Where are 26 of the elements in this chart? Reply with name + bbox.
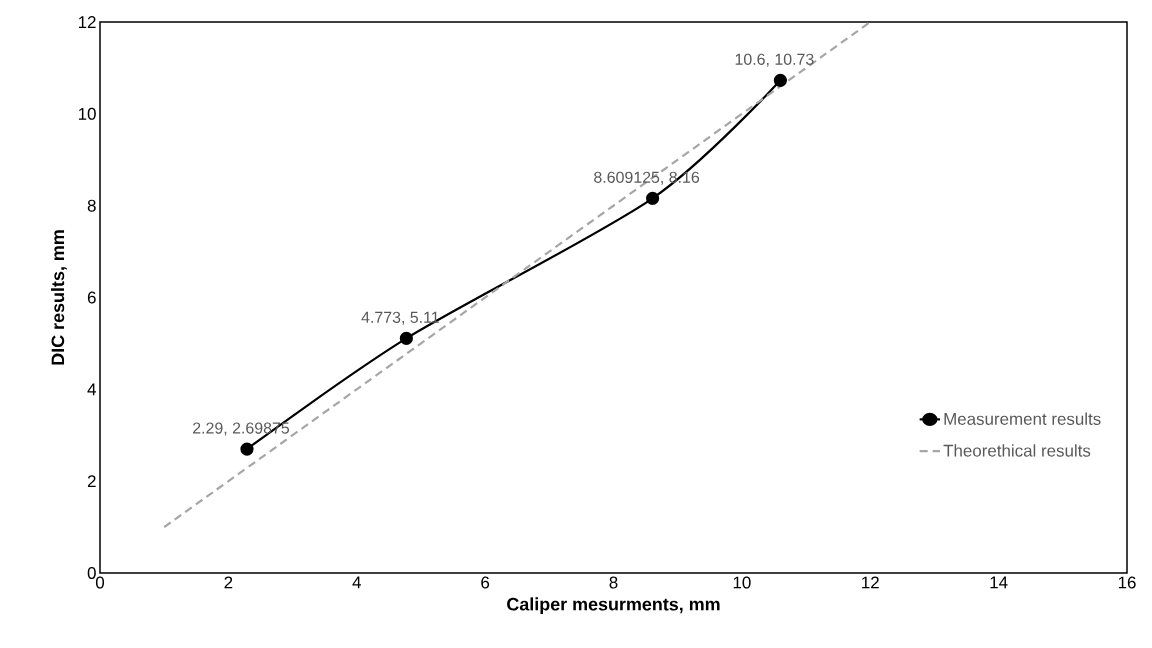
y-tick-label: 12 <box>78 16 96 28</box>
x-tick-label: 14 <box>990 576 1008 589</box>
y-tick-label: 10 <box>78 107 96 120</box>
point <box>240 442 254 456</box>
legend-label: Theorethical results <box>943 444 1091 457</box>
data-label: 10.6, 10.73 <box>735 53 814 67</box>
y-axis-title: DIC results, mm <box>51 230 67 365</box>
y-tick-label: 2 <box>87 475 96 488</box>
x-tick-label: 6 <box>481 576 490 589</box>
data-label: 4.773, 5.11 <box>361 311 439 325</box>
x-tick-label: 16 <box>1118 576 1136 589</box>
y-tick-label: 4 <box>87 383 96 396</box>
y-tick-label: 8 <box>87 199 96 212</box>
legend-label: Measurement results <box>944 412 1101 425</box>
x-tick-label: 12 <box>862 576 879 589</box>
x-tick-label: 0 <box>95 576 105 589</box>
point <box>399 331 413 345</box>
x-tick-label: 10 <box>733 576 751 589</box>
point <box>773 73 787 87</box>
x-tick-label: 2 <box>224 576 233 589</box>
y-tick-label: 0 <box>87 567 96 579</box>
point <box>646 191 660 205</box>
x-tick-label: 8 <box>609 576 618 589</box>
x-tick-label: 4 <box>352 576 361 589</box>
x-axis-title: Caliper mesurments, mm <box>507 597 720 615</box>
y-tick-label: 6 <box>87 291 96 304</box>
